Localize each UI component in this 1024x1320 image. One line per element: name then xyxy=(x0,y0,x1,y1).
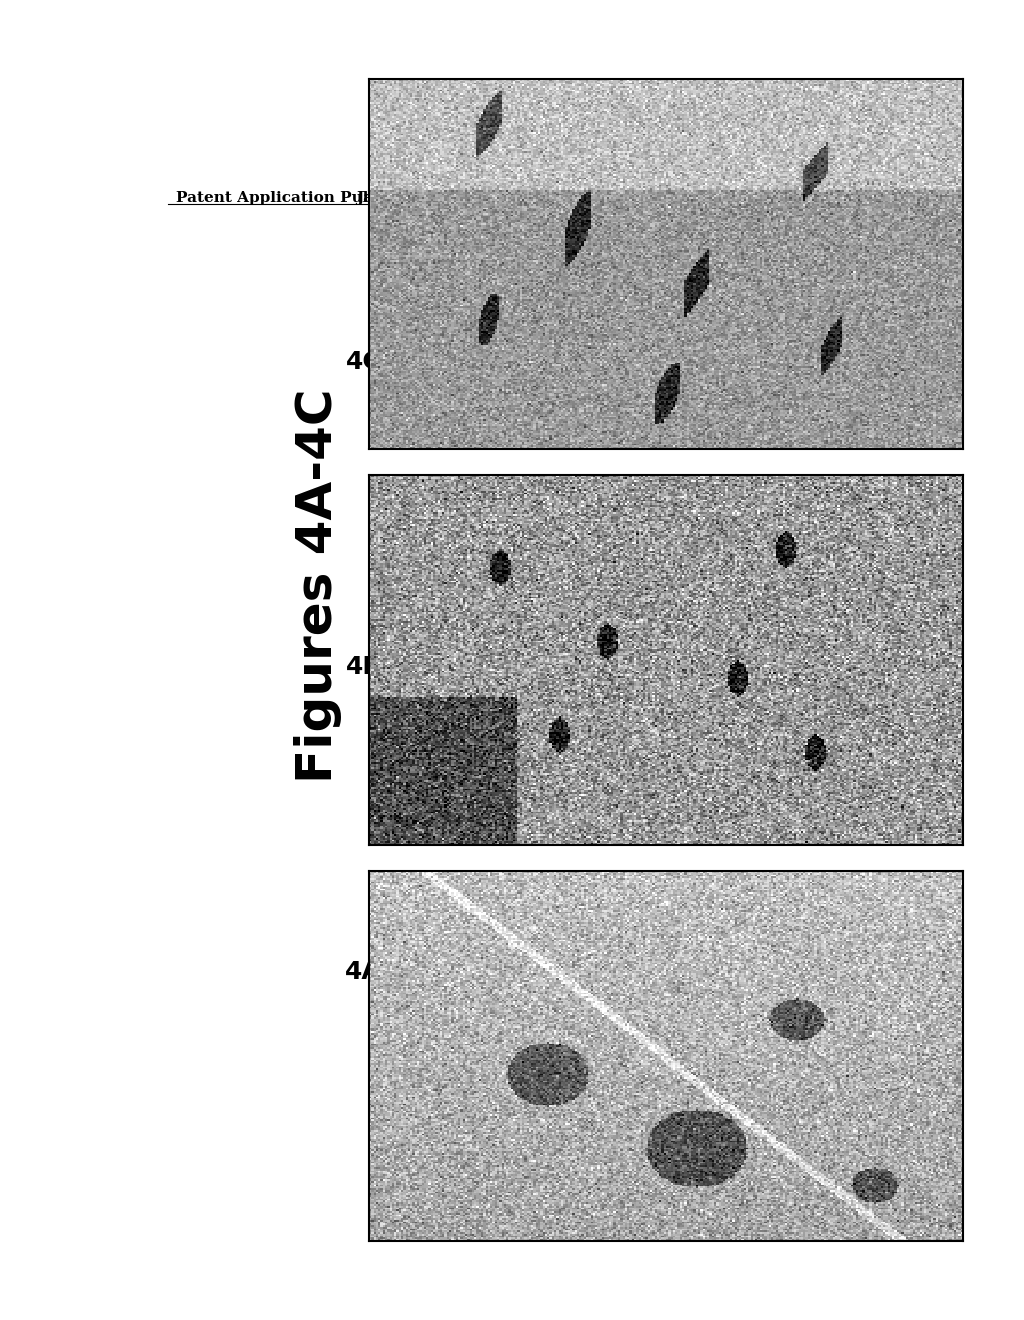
Text: Jan. 21, 2010  Sheet 4 of 4: Jan. 21, 2010 Sheet 4 of 4 xyxy=(356,191,583,205)
Text: 4A: 4A xyxy=(345,960,382,983)
Text: Figures 4A-4C: Figures 4A-4C xyxy=(295,388,342,783)
Text: US 2010/0012893 A1: US 2010/0012893 A1 xyxy=(694,191,873,205)
Text: 4C: 4C xyxy=(346,350,382,374)
Text: 4B: 4B xyxy=(345,655,382,678)
Text: Patent Application Publication: Patent Application Publication xyxy=(176,191,437,205)
